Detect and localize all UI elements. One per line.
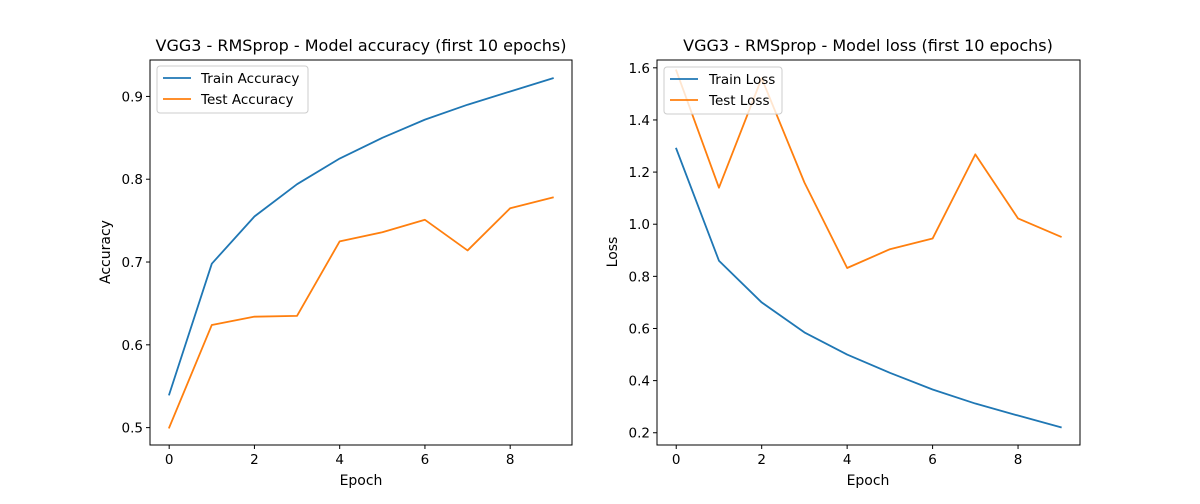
accuracy-x-tick-label: 0 <box>165 452 174 468</box>
accuracy-y-tick-label: 0.5 <box>122 421 143 437</box>
accuracy-y-tick-label: 0.7 <box>122 255 143 271</box>
loss-y-tick-label: 0.4 <box>629 374 650 390</box>
accuracy-x-tick-label: 2 <box>250 452 259 468</box>
loss-x-tick-label: 8 <box>1014 452 1023 468</box>
accuracy-chart: VGG3 - RMSprop - Model accuracy (first 1… <box>98 36 573 489</box>
loss-y-axis-label: Loss <box>605 237 621 268</box>
loss-y-tick-label: 1.4 <box>629 113 650 129</box>
accuracy-series-test-accuracy-line <box>168 196 554 429</box>
accuracy-y-ticks: 0.5 0.6 0.7 0.8 0.9 <box>122 89 150 437</box>
loss-x-tick-label: 6 <box>928 452 937 468</box>
accuracy-x-tick-label: 4 <box>335 452 344 468</box>
loss-x-ticks: 0 2 4 6 8 <box>672 445 1022 468</box>
accuracy-y-tick-label: 0.9 <box>122 89 143 105</box>
accuracy-legend-label-train: Train Accuracy <box>200 71 299 87</box>
loss-y-tick-label: 0.6 <box>629 321 650 337</box>
loss-legend-label-test: Test Loss <box>708 93 770 109</box>
loss-y-ticks: 0.2 0.4 0.6 0.8 1.0 1.2 1.4 1.6 <box>629 61 657 442</box>
loss-legend-label-train: Train Loss <box>708 72 775 88</box>
accuracy-y-axis-label: Accuracy <box>98 220 114 284</box>
loss-y-tick-label: 0.2 <box>629 426 650 442</box>
loss-legend: Train Loss Test Loss <box>663 66 783 115</box>
accuracy-legend: Train Accuracy Test Accuracy <box>156 65 309 114</box>
loss-plot-area <box>656 59 1081 446</box>
accuracy-x-tick-label: 6 <box>421 452 430 468</box>
accuracy-series-train-accuracy-line <box>168 77 554 396</box>
loss-series-train-loss-line <box>675 147 1062 429</box>
accuracy-plot-area <box>149 59 573 446</box>
loss-y-tick-label: 0.8 <box>629 269 650 285</box>
accuracy-y-tick-label: 0.6 <box>122 338 143 354</box>
loss-chart-title: VGG3 - RMSprop - Model loss (first 10 ep… <box>683 36 1053 55</box>
loss-chart: VGG3 - RMSprop - Model loss (first 10 ep… <box>605 36 1081 489</box>
accuracy-x-axis-label: Epoch <box>340 473 383 489</box>
loss-series-lines <box>675 69 1062 429</box>
loss-x-axis-label: Epoch <box>847 473 890 489</box>
accuracy-x-ticks: 0 2 4 6 8 <box>165 445 515 468</box>
loss-x-tick-label: 4 <box>843 452 852 468</box>
loss-x-tick-label: 0 <box>672 452 681 468</box>
accuracy-legend-label-test: Test Accuracy <box>200 92 294 108</box>
accuracy-chart-title: VGG3 - RMSprop - Model accuracy (first 1… <box>156 36 567 55</box>
accuracy-x-tick-label: 8 <box>506 452 515 468</box>
loss-y-tick-label: 1.6 <box>629 61 650 77</box>
accuracy-y-tick-label: 0.8 <box>122 172 143 188</box>
accuracy-series-lines <box>168 77 554 429</box>
loss-series-test-loss-line <box>675 69 1062 269</box>
loss-x-tick-label: 2 <box>757 452 766 468</box>
accuracy-legend-box <box>156 65 309 114</box>
loss-y-tick-label: 1.0 <box>629 217 650 233</box>
loss-y-tick-label: 1.2 <box>629 165 650 181</box>
